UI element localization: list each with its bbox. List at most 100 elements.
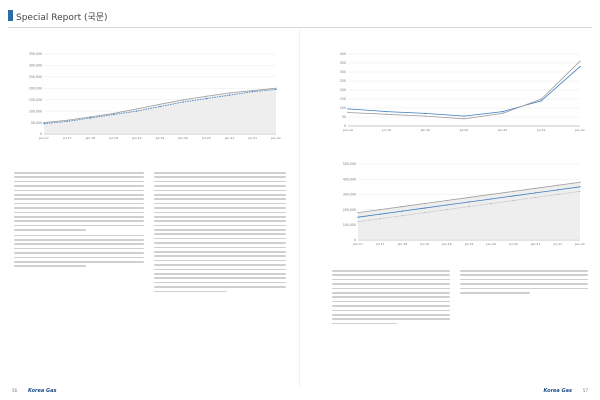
data-point (424, 207, 426, 209)
y-tick-label: 200 (340, 88, 346, 92)
data-point (252, 89, 254, 92)
text-line (332, 300, 450, 303)
text-line (460, 283, 588, 285)
y-tick-label: 150 (340, 97, 346, 101)
y-tick-label: 300,000 (343, 193, 356, 197)
page-header: Special Report (국문) (0, 0, 600, 30)
chart-1-svg: 0 50,000 100,000 150,000 200,000 250,000 300,0… (29, 52, 281, 140)
text-line (460, 274, 588, 276)
data-point (535, 196, 537, 199)
text-line (154, 233, 286, 236)
text-line (154, 255, 286, 258)
right-page-number: 57 (582, 388, 588, 393)
data-point (468, 205, 470, 208)
data-point (579, 60, 581, 62)
text-line (14, 207, 144, 209)
text-line (14, 220, 144, 222)
text-line (154, 290, 227, 293)
text-lines-placeholder (14, 234, 144, 267)
x-tick-label: Jan-21 (224, 136, 235, 140)
data-point (557, 184, 559, 186)
data-point (579, 181, 581, 183)
brand-logo-left: Korea Gas (28, 388, 57, 394)
data-point (113, 113, 115, 116)
text-lines-placeholder (14, 172, 144, 231)
y-tick-label: 350,000 (29, 52, 42, 56)
text-line (154, 176, 286, 178)
text-line (154, 189, 286, 192)
data-point (557, 189, 559, 191)
text-line (154, 286, 286, 288)
text-line (14, 198, 144, 200)
data-point (512, 190, 514, 192)
text-line (332, 318, 450, 320)
data-point (579, 66, 581, 68)
data-point (502, 112, 504, 114)
y-tick-label: 100,000 (343, 223, 356, 227)
left-page-number: 56 (12, 388, 18, 393)
text-line (14, 215, 144, 218)
x-tick-label: Jan-18 (397, 242, 408, 246)
text-line (332, 313, 450, 316)
text-line (14, 211, 144, 214)
text-line (332, 322, 397, 325)
data-point (502, 111, 504, 113)
data-point (557, 193, 559, 195)
text-line (154, 229, 286, 231)
text-line (14, 172, 144, 174)
left-text-column-1 (14, 168, 144, 382)
data-point (66, 119, 68, 121)
text-line (154, 251, 286, 253)
data-point (446, 199, 448, 202)
data-point (229, 94, 231, 96)
x-tick-label: Jul-20 (459, 128, 469, 132)
data-point (386, 111, 388, 113)
text-line (14, 256, 144, 259)
text-line (14, 185, 144, 187)
data-point (463, 115, 465, 117)
data-point (252, 91, 254, 93)
y-tick-label: 400 (340, 52, 346, 56)
data-point (512, 199, 514, 202)
text-line (14, 247, 144, 250)
data-point (205, 97, 207, 100)
text-lines-placeholder (154, 172, 286, 293)
y-tick-label: 0 (354, 238, 356, 242)
text-line (154, 259, 286, 262)
x-tick-label: Jan-17 (352, 242, 363, 246)
data-point (159, 105, 161, 108)
data-point (401, 210, 403, 212)
data-point (347, 108, 349, 110)
text-line (154, 224, 286, 227)
left-text-column-2 (154, 168, 286, 382)
data-point (512, 195, 514, 197)
data-point (446, 209, 448, 211)
data-point (347, 111, 349, 114)
x-tick-label: Jan-22 (574, 242, 585, 246)
y-tick-label: 350 (340, 61, 346, 65)
text-line (14, 176, 144, 178)
data-point (535, 187, 537, 189)
x-tick-label: Jan-21 (497, 128, 508, 132)
text-line (154, 277, 286, 279)
text-line (14, 224, 144, 227)
x-tick-label: Jan-19 (342, 128, 353, 132)
text-line (154, 172, 286, 174)
x-tick-label: Jul-17 (375, 242, 385, 246)
x-tick-label: Jan-20 (420, 128, 431, 132)
x-tick-label: Jan-19 (441, 242, 452, 246)
text-line (154, 185, 286, 187)
text-line (332, 270, 450, 272)
data-point (357, 216, 359, 218)
header-title: Special Report (국문) (16, 13, 108, 23)
x-tick-label: Jul-21 (536, 128, 546, 132)
text-line (332, 309, 450, 312)
data-point (579, 186, 581, 188)
y-tick-label: 400,000 (343, 177, 356, 181)
x-tick-label: Jul-20 (508, 242, 518, 246)
right-text-column-1 (332, 266, 450, 382)
data-point (379, 213, 381, 215)
header-rule (8, 27, 592, 28)
text-line (154, 198, 286, 200)
data-point (424, 112, 426, 114)
